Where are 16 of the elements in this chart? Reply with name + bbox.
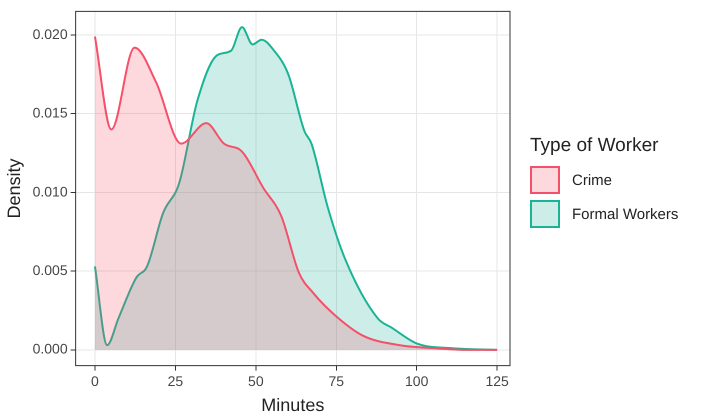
y-axis-title: Density xyxy=(4,158,24,219)
x-tick-label: 50 xyxy=(248,372,264,389)
y-tick-label: 0.020 xyxy=(32,26,68,42)
x-tick-label: 0 xyxy=(91,372,100,389)
x-tick-label: 25 xyxy=(168,372,184,389)
y-tick-label: 0.000 xyxy=(32,340,68,357)
x-tick-label: 100 xyxy=(405,372,429,389)
y-tick-label: 0.015 xyxy=(32,104,68,121)
y-tick-label: 0.010 xyxy=(32,183,68,200)
legend-label: Formal Workers xyxy=(572,206,678,222)
x-axis-title: Minutes xyxy=(261,395,324,416)
x-tick-label: 75 xyxy=(328,372,344,389)
legend-title: Type of Worker xyxy=(530,135,660,157)
x-tick-label: 125 xyxy=(485,372,510,389)
legend-label: Crime xyxy=(572,172,612,188)
y-tick-label: 0.005 xyxy=(32,262,68,278)
